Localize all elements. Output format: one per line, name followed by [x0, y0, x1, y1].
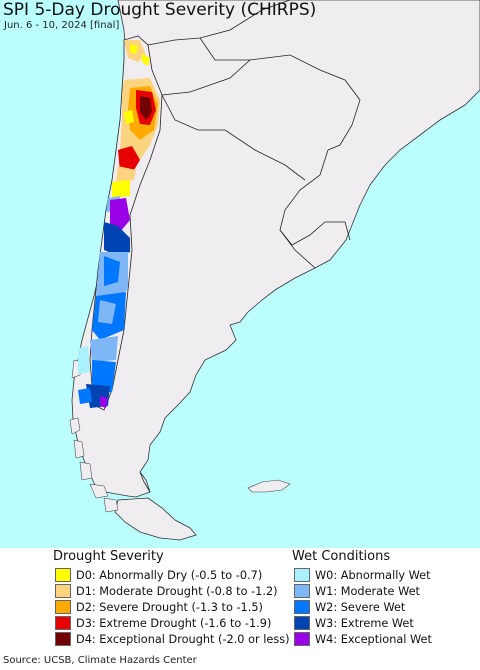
map-title: SPI 5-Day Drought Severity (CHIRPS): [3, 0, 317, 20]
legend-swatch-d3: [55, 616, 71, 630]
legend-swatch-d2: [55, 600, 71, 614]
drought-map: [0, 0, 480, 548]
legend-item-w0: W0: Abnormally Wet: [294, 567, 431, 583]
legend-swatch-w3: [294, 616, 310, 630]
legend-item-w3: W3: Extreme Wet: [294, 615, 414, 631]
legend: Drought Severity D0: Abnormally Dry (-0.…: [0, 548, 480, 658]
map-subtitle: Jun. 6 - 10, 2024 [final]: [4, 20, 120, 31]
legend-swatch-w0: [294, 568, 310, 582]
legend-swatch-w4: [294, 632, 310, 646]
legend-label-w4: W4: Exceptional Wet: [315, 632, 432, 646]
legend-label-d3: D3: Extreme Drought (-1.6 to -1.9): [76, 616, 272, 630]
legend-swatch-d1: [55, 584, 71, 598]
source-credit: Source: UCSB, Climate Hazards Center: [3, 655, 197, 666]
legend-item-d2: D2: Severe Drought (-1.3 to -1.5): [55, 599, 263, 615]
national-borders: [139, 0, 361, 493]
legend-item-w4: W4: Exceptional Wet: [294, 631, 432, 647]
legend-item-d4: D4: Exceptional Drought (-2.0 or less): [55, 631, 290, 647]
tierra-del-fuego: [114, 497, 197, 541]
drought-overlay: [78, 40, 160, 408]
wet-legend-heading: Wet Conditions: [292, 549, 391, 564]
falkland-islands: [247, 479, 291, 493]
legend-label-w3: W3: Extreme Wet: [315, 616, 414, 630]
legend-label-d1: D1: Moderate Drought (-0.8 to -1.2): [76, 584, 278, 598]
legend-label-w2: W2: Severe Wet: [315, 600, 406, 614]
legend-swatch-d0: [55, 568, 71, 582]
legend-label-d4: D4: Exceptional Drought (-2.0 or less): [76, 632, 290, 646]
legend-item-d3: D3: Extreme Drought (-1.6 to -1.9): [55, 615, 271, 631]
legend-item-w1: W1: Moderate Wet: [294, 583, 420, 599]
legend-swatch-w1: [294, 584, 310, 598]
legend-label-d0: D0: Abnormally Dry (-0.5 to -0.7): [76, 568, 263, 582]
legend-label-w0: W0: Abnormally Wet: [315, 568, 431, 582]
legend-label-w1: W1: Moderate Wet: [315, 584, 420, 598]
legend-item-d1: D1: Moderate Drought (-0.8 to -1.2): [55, 583, 278, 599]
legend-label-d2: D2: Severe Drought (-1.3 to -1.5): [76, 600, 263, 614]
legend-item-w2: W2: Severe Wet: [294, 599, 405, 615]
legend-swatch-w2: [294, 600, 310, 614]
legend-swatch-d4: [55, 632, 71, 646]
legend-item-d0: D0: Abnormally Dry (-0.5 to -0.7): [55, 567, 262, 583]
drought-legend-heading: Drought Severity: [53, 549, 164, 564]
